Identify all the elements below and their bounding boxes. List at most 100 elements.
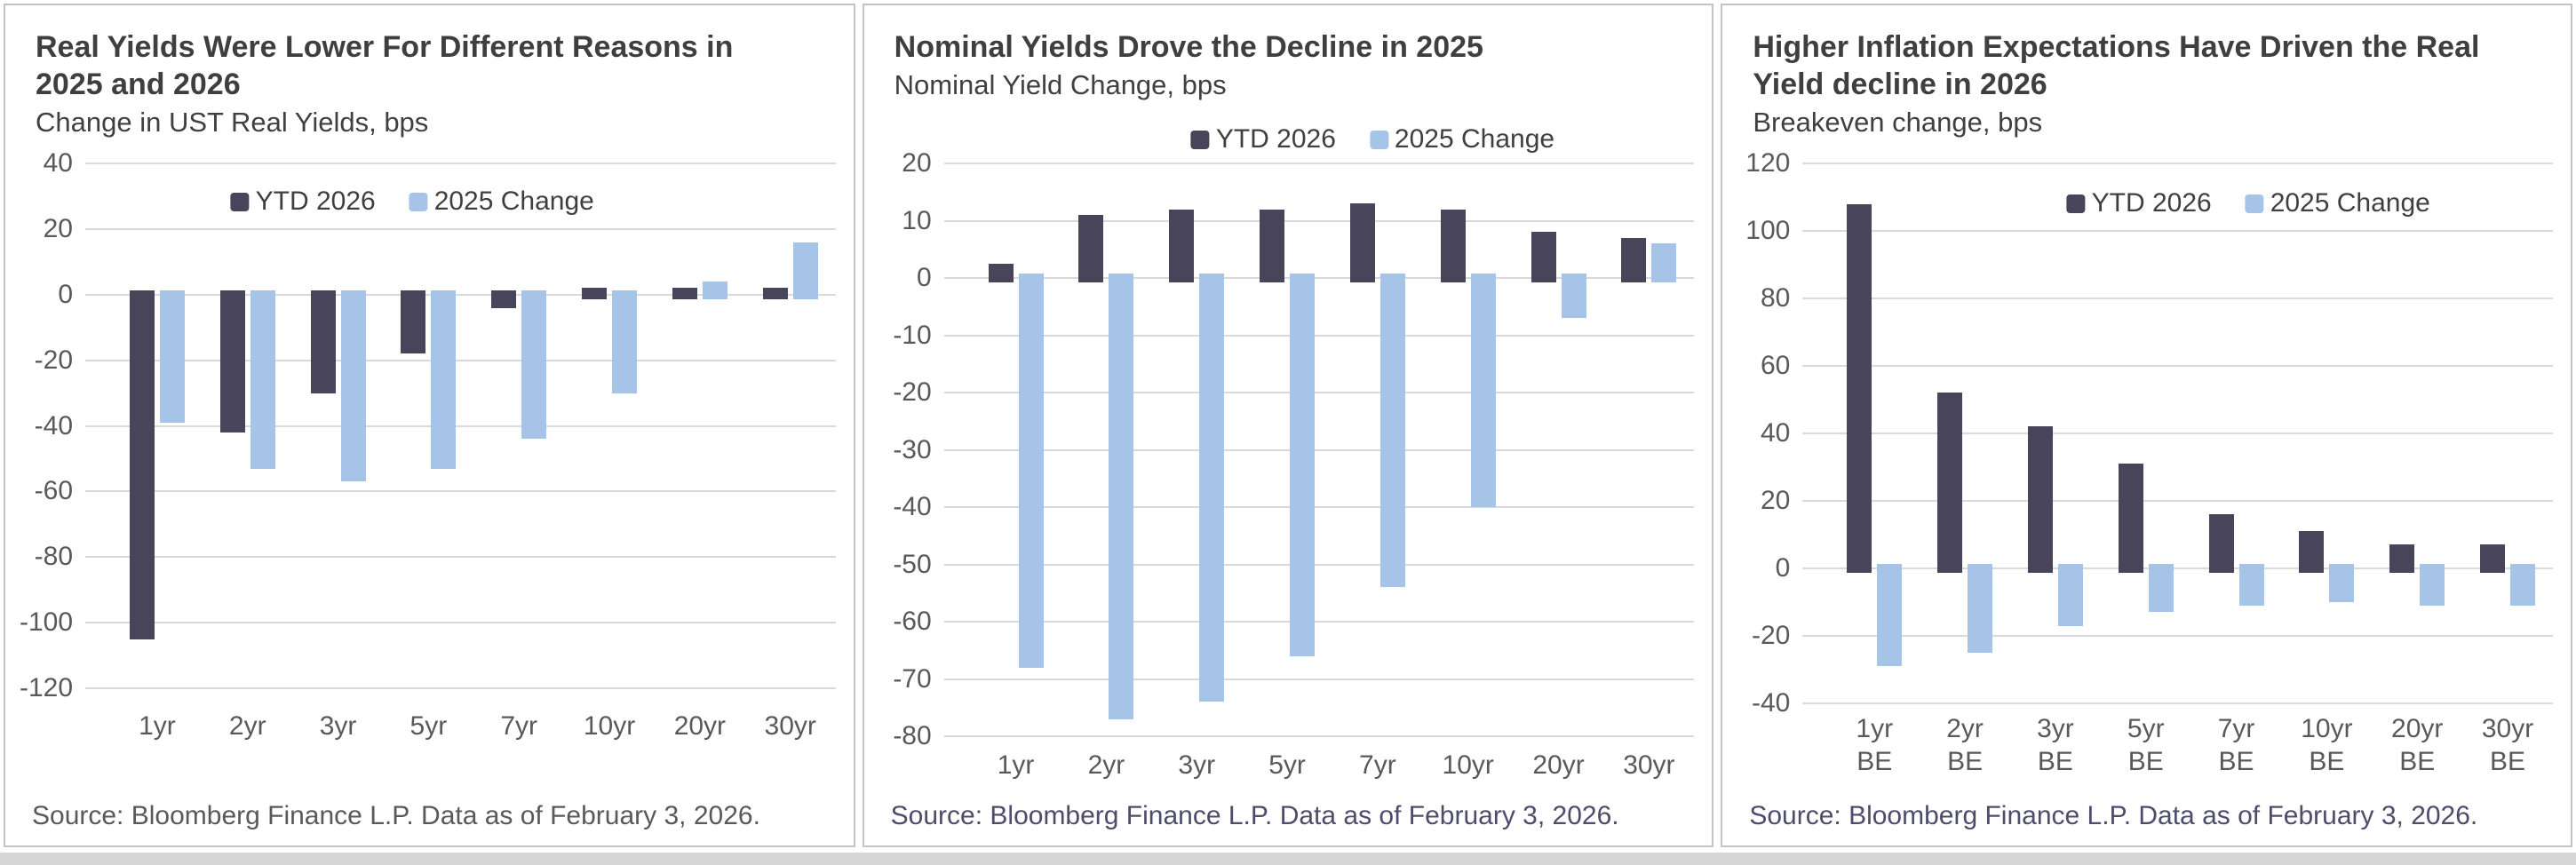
bar-2025-change-20yr: [1561, 274, 1586, 319]
y-axis-label: -80: [893, 721, 932, 750]
chart-panel-breakevens: Higher Inflation Expectations Have Drive…: [1721, 4, 2573, 847]
bar-series-area: [944, 163, 1695, 736]
y-axis-label: 20: [43, 213, 73, 243]
chart-title-line: Nominal Yields Drove the Decline in 2025: [894, 30, 1483, 64]
x-axis-label-3yr: 3yr BE: [2037, 714, 2074, 776]
x-axis-label-7yr: 7yr: [1359, 750, 1396, 780]
bar-2025-change-20yr: [2420, 564, 2445, 606]
bar-group-10yr: [2299, 163, 2355, 703]
bar-group-5yr: [401, 163, 457, 688]
y-axis-label: 60: [1760, 351, 1791, 380]
gridline: [943, 219, 1695, 222]
y-axis-label: 100: [1745, 216, 1791, 245]
y-axis-label: 20: [1760, 486, 1791, 515]
bar-ytd-2026-20yr: [672, 288, 697, 299]
chart-legend: YTD 2026 2025 Change: [2066, 188, 2430, 218]
chart-header: Nominal Yields Drove the Decline in 2025…: [864, 5, 1713, 163]
x-axis-label-30yr: 30yr BE: [2481, 714, 2534, 776]
legend-item: YTD 2026: [230, 186, 376, 217]
chart-title: Nominal Yields Drove the Decline in 2025: [894, 28, 1686, 66]
source-note: Source: Bloomberg Finance L.P. Data as o…: [32, 801, 760, 830]
y-axis-label: 40: [1760, 418, 1791, 448]
gridline: [943, 735, 1695, 737]
bar-ytd-2026-3yr: [1169, 209, 1195, 282]
bar-ytd-2026-30yr: [762, 288, 788, 299]
x-axis-label-30yr: 30yr: [1623, 750, 1675, 780]
gridline: [85, 556, 836, 559]
x-axis-label-5yr: 5yr BE: [2127, 714, 2165, 776]
y-axis-label: -120: [19, 673, 73, 702]
bar-ytd-2026-10yr: [2299, 531, 2325, 573]
plot-canvas: 120 100 80 60 40 20 0 -20 -40: [1722, 150, 2571, 717]
y-axis-label: -20: [1751, 621, 1791, 650]
gridline: [85, 163, 836, 164]
bar-group-7yr: [491, 163, 547, 688]
bar-group-2yr: [219, 163, 275, 688]
legend-label: YTD 2026: [255, 186, 376, 216]
bar-ytd-2026-2yr: [219, 290, 245, 432]
bar-2025-change-10yr: [612, 290, 638, 393]
bar-group-5yr: [2118, 163, 2174, 703]
bar-2025-change-30yr: [2510, 564, 2536, 606]
bar-ytd-2026-10yr: [1440, 209, 1466, 282]
y-axis-label: 40: [43, 148, 73, 178]
bar-2025-change-2yr: [1109, 274, 1134, 719]
y-axis-label: -70: [893, 663, 932, 694]
chart-title-line: 2025 and 2026: [36, 67, 241, 101]
bar-group-20yr: [2389, 163, 2445, 703]
legend-swatch-dark: [1190, 130, 1210, 149]
y-axis-label: 10: [902, 205, 932, 235]
x-axis-label-30yr: 30yr: [764, 711, 816, 741]
x-axis-label-7yr: 7yr BE: [2217, 714, 2255, 776]
page-background-strip: [0, 853, 2576, 865]
plot-area: YTD 2026 2025 Change 40 20 0 -20 -40 -60 -80 -1…: [5, 150, 854, 702]
gridline: [943, 678, 1695, 680]
bar-2025-change-7yr: [2238, 564, 2264, 606]
plot-area: YTD 2026 2025 Change 120 100 80 60 40 20 0 -20 -…: [1722, 150, 2571, 717]
legend-label: YTD 2026: [1215, 124, 1336, 154]
bar-2025-change-30yr: [1651, 243, 1677, 282]
gridline: [1802, 230, 2554, 232]
chart-legend: YTD 2026 2025 Change: [230, 186, 594, 217]
bar-ytd-2026-30yr: [2480, 544, 2506, 573]
chart-title-line: Higher Inflation Expectations Have Drive…: [1753, 30, 2480, 64]
x-axis-label-3yr: 3yr: [319, 711, 357, 741]
legend-label: 2025 Change: [2270, 188, 2430, 218]
bar-group-1yr: [129, 163, 185, 688]
legend-swatch-dark: [230, 192, 250, 211]
bar-group-10yr: [582, 163, 638, 688]
legend-swatch-light: [1369, 130, 1388, 149]
y-axis-label: -40: [893, 492, 932, 521]
legend-swatch-light: [2245, 194, 2264, 213]
x-axis-label-20yr: 20yr BE: [2391, 714, 2444, 776]
source-note: Source: Bloomberg Finance L.P. Data as o…: [890, 801, 1619, 830]
bar-2025-change-3yr: [340, 290, 366, 482]
legend-label: 2025 Change: [433, 186, 594, 216]
bar-ytd-2026-3yr: [2027, 426, 2053, 573]
chart-header: Higher Inflation Expectations Have Drive…: [1722, 5, 2571, 163]
bar-2025-change-30yr: [792, 242, 818, 299]
bar-group-5yr: [1260, 163, 1316, 736]
gridline: [943, 334, 1695, 337]
bar-ytd-2026-30yr: [1621, 237, 1647, 282]
bar-ytd-2026-1yr: [988, 263, 1014, 282]
bar-ytd-2026-20yr: [2389, 544, 2415, 573]
gridline: [85, 687, 836, 689]
bar-ytd-2026-3yr: [310, 290, 336, 393]
x-axis-label-20yr: 20yr: [1532, 750, 1585, 780]
bar-ytd-2026-5yr: [2118, 464, 2143, 573]
bar-group-20yr: [1530, 163, 1586, 736]
x-axis-label-3yr: 3yr: [1178, 750, 1216, 780]
plot-canvas: 20 10 0 -10 -20 -30 -40 -50 -60 -70 -80: [864, 150, 1713, 750]
x-axis-label-2yr: 2yr BE: [1946, 714, 1984, 776]
y-axis-label: 0: [1775, 553, 1791, 583]
y-axis-label: -30: [893, 434, 932, 464]
gridline: [1802, 500, 2554, 502]
bar-group-10yr: [1440, 163, 1496, 736]
y-axis-label: -20: [34, 345, 73, 375]
bar-2025-change-10yr: [1470, 274, 1496, 507]
bar-2025-change-2yr: [250, 290, 275, 469]
legend-item: 2025 Change: [1369, 124, 1554, 155]
plot-canvas: 40 20 0 -20 -40 -60 -80 -100 -120: [5, 150, 854, 702]
